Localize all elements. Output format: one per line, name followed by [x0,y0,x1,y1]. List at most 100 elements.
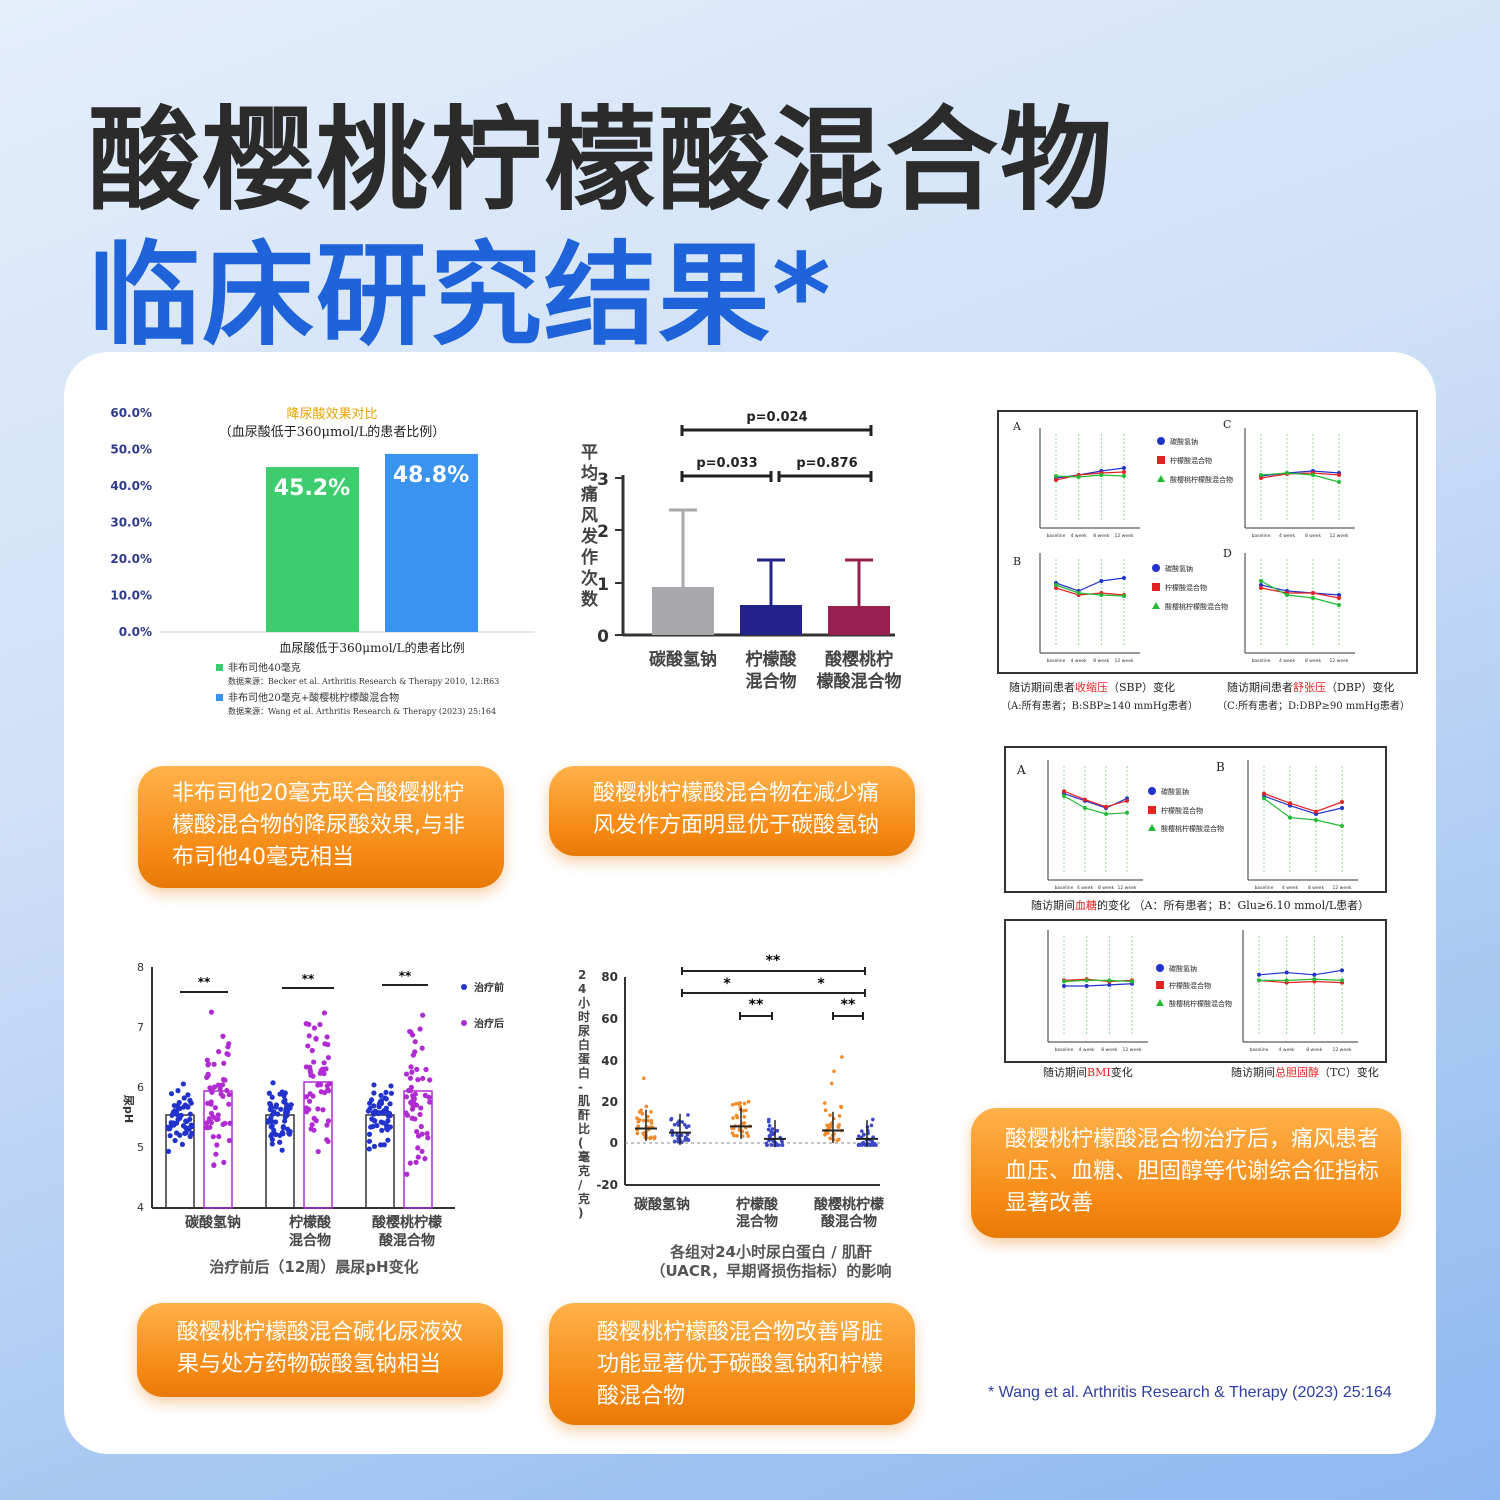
ph-dot [414,1128,420,1135]
uacr-dot [742,1114,747,1119]
ph-dot [318,1082,324,1088]
uacr-dot [732,1133,736,1138]
ph-dot [415,1077,421,1083]
uacr-dot [776,1143,781,1147]
attack-ylabel-3: 痛 [581,484,598,505]
attack-yticks: 3 2 1 0 [597,470,623,647]
ph-dot [371,1143,378,1149]
uacr-dot [745,1131,749,1135]
ph-dot [317,1070,323,1076]
uacr-dot [746,1099,751,1104]
ph-dot [377,1099,383,1105]
ph-dot [419,1148,425,1154]
ph-dot [206,1116,212,1122]
uric-bar-label-0: 45.2% [274,476,350,501]
ph-dot [214,1116,220,1123]
uric-source-0: 数据来源：Becker et al. Arthritis Research & … [228,676,499,686]
uacr-dot [835,1138,840,1143]
ph-dot [309,1122,315,1128]
ph-bar [303,1081,333,1209]
ph-dot [366,1131,373,1137]
uric-legend-0: 非布司他40毫克 [228,661,301,674]
ph-dot [325,1054,332,1061]
uacr-dot [742,1101,747,1106]
bp-panel-D: D [1223,547,1232,560]
page-title: 酸樱桃柠檬酸混合物 [88,96,1114,226]
attack-cat-1a: 柠檬酸 [746,649,798,670]
uric-title: 降尿酸效果对比 [286,407,377,422]
ph-dot [266,1090,272,1096]
ph-dot [315,1106,321,1112]
page-subtitle: 临床研究结果* [88,231,833,361]
uacr-dot [767,1117,771,1122]
ph-dot [424,1130,430,1137]
ph-dot [415,1145,421,1151]
svg-text:酸樱桃柠檬酸混合物: 酸樱桃柠檬酸混合物 [1161,824,1224,833]
ph-dot [282,1097,288,1103]
uacr-dot [731,1116,735,1120]
attack-ylabel-4: 风 [581,506,598,526]
svg-text:4 week: 4 week [1279,533,1296,539]
ph-dot [318,1089,324,1095]
svg-text:12 week: 12 week [1118,885,1137,891]
attack-ylabel-6: 作 [581,547,598,568]
ph-dot [313,1036,319,1042]
ph-dot [287,1131,293,1137]
ph-dot [209,1088,215,1094]
uacr-dot [823,1108,828,1113]
uacr-dot [675,1121,680,1125]
ph-dot [186,1125,193,1131]
ph-dot [183,1118,189,1124]
ph-dot [303,1105,309,1111]
ph-dot [325,1118,332,1124]
ph-dot [309,1047,315,1054]
ph-dot [427,1099,433,1105]
bmi-frame [1004,919,1387,1063]
ph-dot [303,1094,309,1100]
pill-uric-acid: 非布司他20毫克联合酸樱桃柠 檬酸混合物的降尿酸效果,与非 布司他40毫克相当 [138,766,504,888]
ph-dot [415,1133,422,1139]
ph-dot [407,1028,413,1035]
uacr-cat-0: 碳酸氢钠 [634,1196,690,1213]
ph-yticks: 8 7 6 5 4 [137,961,144,1214]
attack-bar-nahco3 [652,587,714,635]
uric-ytick: 20.0% [110,552,152,566]
ph-dot [375,1110,381,1117]
svg-text:碳酸氢钠: 碳酸氢钠 [1161,787,1189,796]
ph-dot [311,1025,317,1031]
svg-text:4 week: 4 week [1279,658,1296,664]
ph-dot [407,1160,413,1166]
svg-text:6: 6 [137,1081,144,1094]
uric-legend-swatch-0 [216,664,223,671]
svg-text:柠檬酸混合物: 柠檬酸混合物 [1165,583,1207,592]
ph-dot [208,1110,215,1116]
ph-dot [280,1131,286,1137]
ph-dot [165,1148,172,1154]
ph-dot [379,1127,385,1133]
uacr-dot [642,1132,646,1137]
ph-dot [178,1112,184,1118]
uacr-ylabel-char: 比 [578,1121,590,1136]
ph-dot [282,1090,288,1096]
uacr-dot [839,1104,843,1109]
ph-dot [412,1116,418,1122]
ph-dot [365,1108,371,1114]
uacr-cat-1a: 柠檬酸 [736,1196,779,1213]
svg-text:4 week: 4 week [1282,885,1299,891]
uacr-dot [765,1143,769,1147]
uric-subtitle: （血尿酸低于360μmol/L的患者比例） [219,424,446,440]
ph-dot [217,1085,223,1092]
ph-dot [366,1146,372,1152]
svg-text:4 week: 4 week [1071,658,1088,664]
uacr-sig: ** * * ** ** [681,953,866,1020]
svg-text:8 week: 8 week [1305,658,1322,664]
ph-dot [313,1118,319,1124]
svg-text:12 week: 12 week [1115,658,1134,664]
svg-text:酸樱桃柠檬酸混合物: 酸樱桃柠檬酸混合物 [1169,999,1232,1008]
ph-dot [273,1131,279,1138]
ph-dot [417,1026,423,1032]
ph-dot [422,1092,428,1098]
ph-dot [303,1064,309,1070]
ph-dot [183,1130,189,1136]
uacr-dot [770,1127,775,1131]
